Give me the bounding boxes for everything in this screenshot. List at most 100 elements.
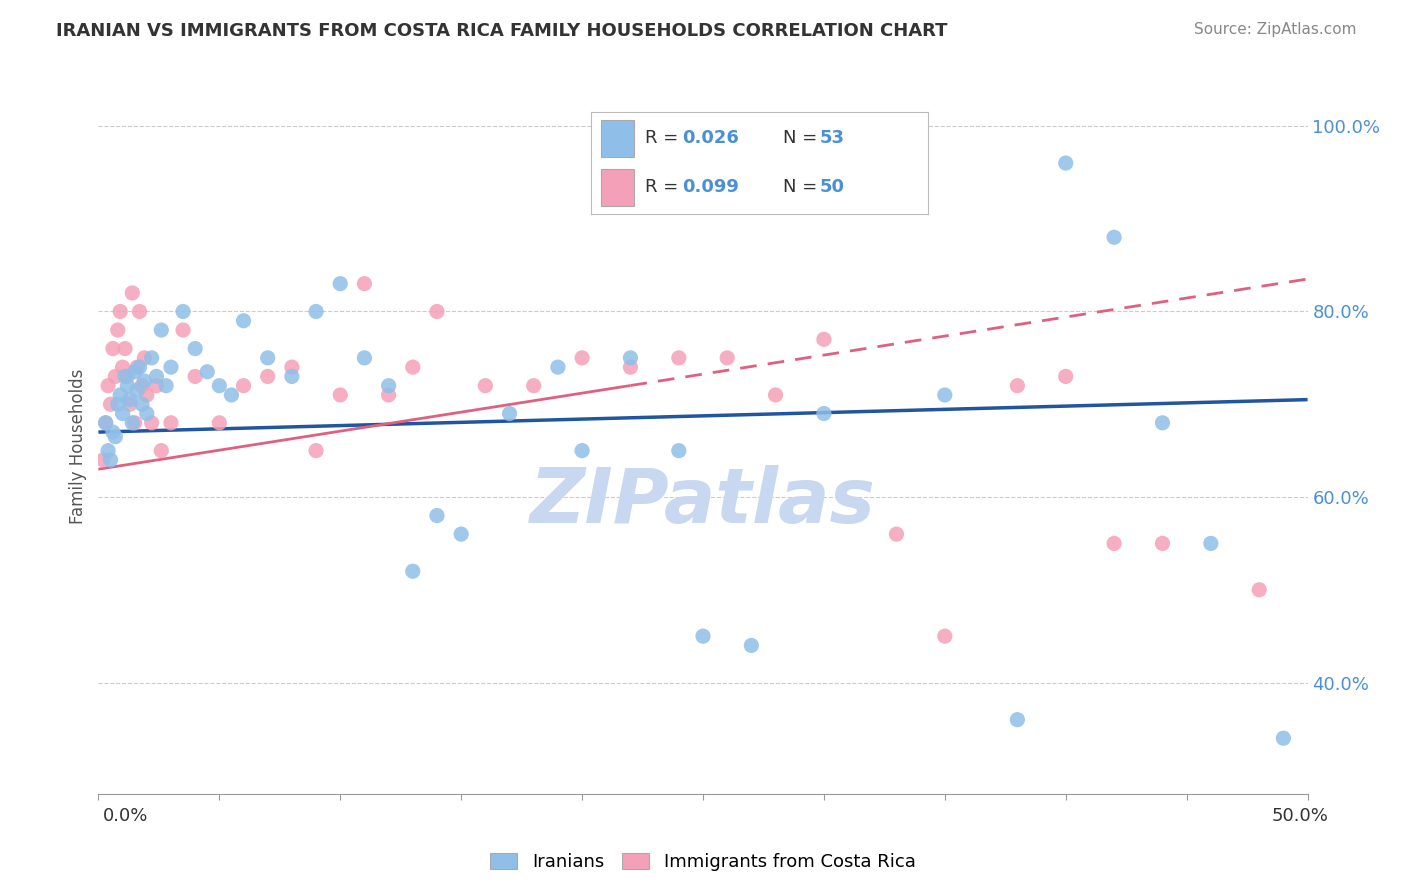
Point <box>934 629 956 643</box>
Point <box>108 304 131 318</box>
Point <box>1007 713 1029 727</box>
Point <box>97 443 120 458</box>
Point <box>426 304 449 318</box>
Point <box>160 360 183 375</box>
Text: ZIPatlas: ZIPatlas <box>530 465 876 539</box>
Point <box>571 351 593 365</box>
Point <box>934 388 956 402</box>
Point <box>155 378 177 392</box>
Point <box>118 392 141 407</box>
Point <box>104 430 127 444</box>
Point <box>523 378 546 392</box>
Point <box>813 407 835 421</box>
Point <box>498 407 520 421</box>
Point <box>134 351 156 365</box>
Point <box>100 397 122 411</box>
Point <box>474 378 496 392</box>
Point <box>281 360 304 375</box>
Point <box>135 388 157 402</box>
Point <box>172 304 194 318</box>
Point <box>124 365 146 379</box>
Point <box>740 639 762 653</box>
Point <box>145 378 167 392</box>
Point <box>141 351 163 365</box>
Point <box>150 443 173 458</box>
Point <box>97 378 120 392</box>
Bar <box>600 169 634 206</box>
Point <box>184 342 207 356</box>
Point <box>118 397 141 411</box>
Point <box>128 360 150 375</box>
Point <box>114 342 136 356</box>
Point <box>141 416 163 430</box>
Text: Source: ZipAtlas.com: Source: ZipAtlas.com <box>1194 22 1357 37</box>
Point <box>114 369 136 384</box>
Point <box>135 407 157 421</box>
Point <box>150 323 173 337</box>
Point <box>127 384 149 398</box>
Point <box>221 388 243 402</box>
Point <box>131 378 153 392</box>
Point <box>692 629 714 643</box>
Point <box>353 277 375 291</box>
Text: N =: N = <box>783 178 823 196</box>
Point <box>108 388 131 402</box>
Point <box>111 407 134 421</box>
Point <box>1152 416 1174 430</box>
Point <box>232 378 254 392</box>
Point <box>1152 536 1174 550</box>
Point <box>329 277 352 291</box>
Point <box>94 416 117 430</box>
Point <box>1272 731 1295 746</box>
Text: 0.0%: 0.0% <box>103 807 148 825</box>
Point <box>305 304 328 318</box>
Point <box>208 416 231 430</box>
Point <box>127 360 149 375</box>
Point <box>256 351 278 365</box>
Y-axis label: Family Households: Family Households <box>69 368 87 524</box>
Point <box>668 351 690 365</box>
Point <box>107 323 129 337</box>
Point <box>1007 378 1029 392</box>
Point <box>450 527 472 541</box>
Bar <box>600 120 634 157</box>
Point <box>256 369 278 384</box>
Point <box>184 369 207 384</box>
Point <box>668 443 690 458</box>
Point <box>571 443 593 458</box>
Point <box>128 304 150 318</box>
Point <box>232 314 254 328</box>
Point <box>402 360 425 375</box>
Text: R =: R = <box>644 178 683 196</box>
Point <box>145 369 167 384</box>
Point <box>716 351 738 365</box>
Point <box>117 369 139 384</box>
Point <box>121 416 143 430</box>
Text: 0.026: 0.026 <box>682 129 738 147</box>
Point <box>377 378 399 392</box>
Point <box>353 351 375 365</box>
Point <box>111 360 134 375</box>
Text: IRANIAN VS IMMIGRANTS FROM COSTA RICA FAMILY HOUSEHOLDS CORRELATION CHART: IRANIAN VS IMMIGRANTS FROM COSTA RICA FA… <box>56 22 948 40</box>
Point <box>131 397 153 411</box>
Point <box>1199 536 1222 550</box>
Legend: Iranians, Immigrants from Costa Rica: Iranians, Immigrants from Costa Rica <box>484 846 922 879</box>
Point <box>1102 230 1125 244</box>
Point <box>402 564 425 578</box>
Point <box>100 453 122 467</box>
Point <box>195 365 218 379</box>
Point <box>94 416 117 430</box>
Point <box>124 416 146 430</box>
Point <box>208 378 231 392</box>
Point <box>104 369 127 384</box>
Point <box>305 443 328 458</box>
Point <box>619 360 641 375</box>
Point <box>1249 582 1271 597</box>
Point <box>377 388 399 402</box>
Point <box>281 369 304 384</box>
Point <box>121 285 143 300</box>
Text: 0.099: 0.099 <box>682 178 738 196</box>
Point <box>765 388 787 402</box>
Point <box>619 351 641 365</box>
Point <box>813 332 835 346</box>
